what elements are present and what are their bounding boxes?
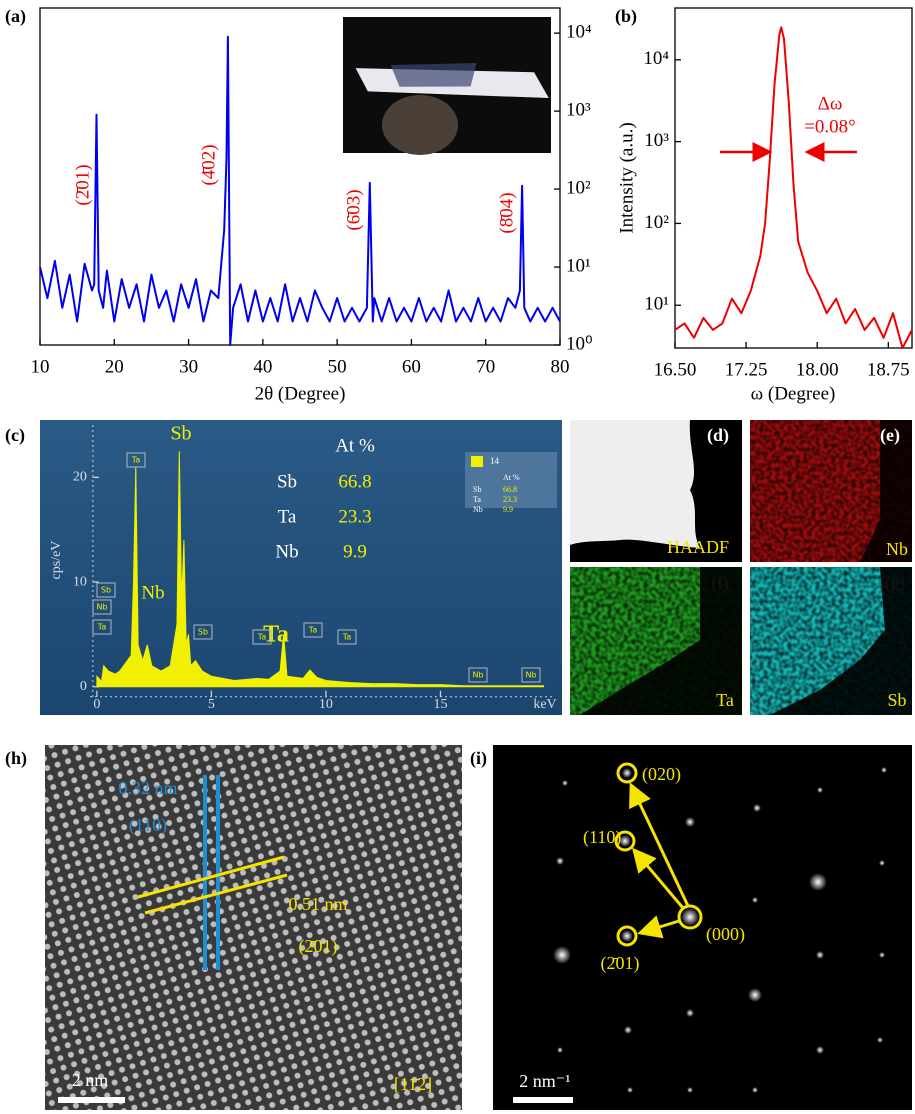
table-value: 23.3	[338, 506, 371, 527]
annotation: =0.08°	[804, 116, 856, 137]
panel-label: (a)	[5, 6, 26, 27]
x-tick-label: 10	[31, 356, 50, 377]
legend-element: Sb	[473, 485, 481, 494]
peak-label: Nb	[141, 582, 164, 603]
x-tick-label: 60	[402, 356, 421, 377]
annotation: (8̄04)	[496, 192, 517, 233]
table-element: Ta	[278, 506, 297, 527]
table-value: 66.8	[338, 471, 371, 492]
legend-element: Ta	[473, 495, 481, 504]
spot-label: (2̄01)	[601, 953, 640, 974]
peak-tag: Ta	[97, 623, 107, 632]
spacing-label: 0.32 nm	[118, 778, 177, 798]
y-tick-label: 0	[80, 679, 87, 694]
x-axis-label: ω (Degree)	[751, 383, 836, 404]
y-tick-label: 10	[73, 574, 87, 589]
x-axis-label: keV	[533, 697, 556, 712]
panel-label: (i)	[470, 748, 487, 769]
x-tick-label: 30	[179, 356, 198, 377]
peak-tag: Ta	[308, 626, 318, 635]
y-tick-label: 10⁴	[566, 21, 592, 42]
y-tick-label: 10⁴	[643, 48, 669, 69]
x-tick-label: 50	[328, 356, 347, 377]
panel-label: (h)	[5, 748, 27, 769]
inset-photo	[343, 17, 551, 155]
peak-tag: Ta	[342, 633, 352, 642]
y-axis-label: cps/eV	[49, 541, 64, 580]
table-header: At %	[335, 435, 375, 456]
x-tick-label: 20	[105, 356, 124, 377]
y-tick-label: 10²	[644, 212, 669, 233]
peak-tag: Nb	[472, 671, 483, 680]
legend-swatch	[471, 456, 483, 467]
scale-bar-label: 2 nm	[72, 1070, 109, 1090]
peak-tag: Ta	[257, 633, 267, 642]
annotation: (4̄02)	[198, 144, 219, 185]
spot-label: (110)	[583, 827, 621, 848]
spacing-label: 0.51 nm	[288, 894, 347, 914]
annotation: (2̄01)	[72, 164, 93, 205]
plane-label: (2̄01)	[299, 936, 338, 957]
map-label: HAADF	[667, 537, 729, 557]
legend-element: Nb	[473, 505, 483, 514]
peak-tag: Nb	[96, 603, 107, 612]
x-tick-label: 17.25	[725, 359, 768, 380]
map-label: Ta	[716, 690, 734, 710]
table-value: 9.9	[343, 541, 367, 562]
figure: (h) 0.32 nm (110) 0.51 nm (2̄01) [11̄2] …	[0, 0, 915, 1114]
saed-pattern	[493, 745, 912, 1110]
legend-value: 66.8	[503, 485, 517, 494]
y-tick-label: 20	[73, 470, 87, 485]
x-tick-label: 0	[93, 697, 100, 712]
spot-label: (020)	[642, 764, 681, 785]
x-axis-label: 2θ (Degree)	[255, 383, 346, 404]
legend-value: 9.9	[503, 505, 513, 514]
table-element: Sb	[277, 471, 297, 492]
y-tick-label: 10²	[566, 177, 591, 198]
eds-maps	[570, 420, 912, 715]
annotation: (6̄03)	[343, 189, 364, 230]
peak-tag: Nb	[525, 671, 536, 680]
x-tick-label: 15	[433, 697, 447, 712]
panel-label: (d)	[707, 425, 729, 446]
map-label: Sb	[887, 690, 906, 710]
legend-header: At %	[503, 473, 520, 482]
y-axis-label: Intensity (a.u.)	[616, 122, 637, 233]
x-tick-label: 16.50	[654, 359, 697, 380]
y-tick-label: 10¹	[566, 255, 591, 276]
peak-tag: Sb	[101, 586, 111, 595]
y-tick-label: 10³	[566, 99, 591, 120]
peak-tag: Sb	[198, 628, 208, 637]
x-tick-label: 40	[253, 356, 272, 377]
map-label: Nb	[886, 539, 908, 559]
annotation: Δω	[818, 93, 843, 114]
spot-label: (000)	[706, 924, 745, 945]
x-tick-label: 18.75	[867, 359, 910, 380]
data-line	[675, 27, 912, 348]
legend-value: 23.3	[503, 495, 517, 504]
hrtem-image	[45, 745, 462, 1110]
x-tick-label: 18.00	[796, 359, 839, 380]
x-tick-label: 5	[208, 697, 215, 712]
panel-label: (b)	[615, 6, 637, 27]
peak-label: Sb	[170, 423, 191, 445]
zone-axis: [11̄2]	[394, 1074, 432, 1094]
y-tick-label: 10¹	[644, 294, 669, 315]
legend-label: 14	[490, 456, 500, 466]
panel-label: (c)	[5, 425, 25, 446]
panel-label: (g)	[885, 573, 906, 594]
plane-label: (110)	[129, 815, 167, 836]
x-tick-label: 70	[476, 356, 495, 377]
scale-bar-label: 2 nm⁻¹	[519, 1071, 570, 1091]
x-tick-label: 80	[551, 356, 570, 377]
table-element: Nb	[275, 541, 298, 562]
panel-label: (e)	[880, 425, 900, 446]
y-tick-label: 10⁰	[566, 333, 593, 354]
y-tick-label: 10³	[644, 130, 669, 151]
peak-tag: Ta	[131, 456, 141, 465]
x-tick-label: 10	[319, 697, 333, 712]
panel-label: (f)	[711, 573, 729, 594]
